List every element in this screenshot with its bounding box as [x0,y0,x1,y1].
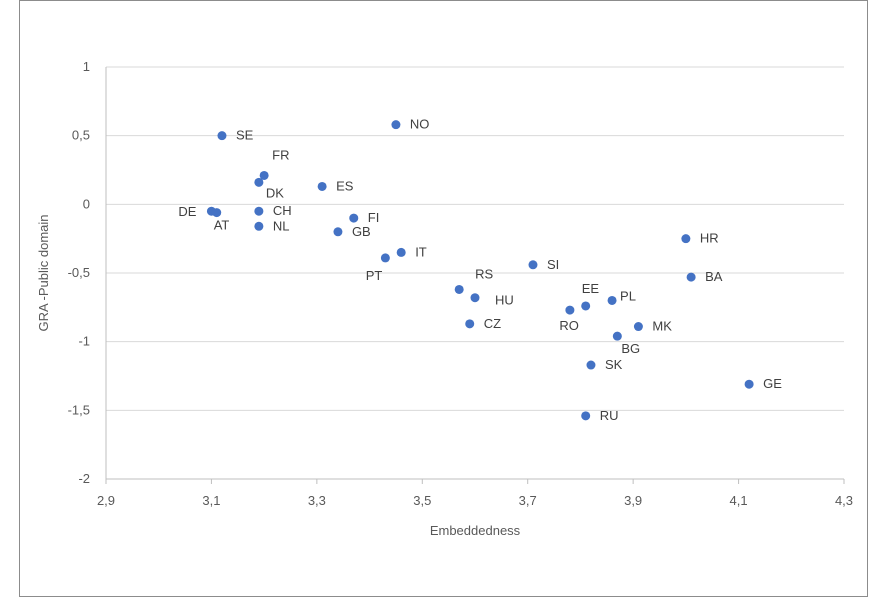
x-tick-label: 3,7 [519,493,537,508]
y-tick-label: -1,5 [68,402,90,417]
point-label-cz: CZ [484,316,501,331]
y-tick-label: 1 [83,59,90,74]
axes [105,67,845,484]
y-axis-title: GRA -Public domain [36,214,51,331]
x-axis-title: Embeddedness [430,523,521,538]
point-label-pl: PL [620,288,636,303]
data-point-ru [581,411,591,421]
data-point-cz [465,319,475,329]
data-point-ge [744,379,754,389]
data-point-fr [259,170,269,180]
data-point-hu [470,293,480,303]
data-point-ee [581,301,591,311]
point-label-hu: HU [495,293,514,308]
point-label-ch: CH [273,203,292,218]
data-point-se [217,131,227,141]
data-point-ro [565,305,575,315]
point-label-rs: RS [475,266,493,281]
x-tick-label: 4,3 [835,493,853,508]
data-point-sk [586,360,596,370]
point-label-es: ES [336,178,354,193]
point-label-pt: PT [366,268,383,283]
x-tick-label: 4,1 [730,493,748,508]
point-label-ru: RU [600,408,619,423]
data-point-ba [686,272,696,282]
data-point-it [396,247,406,257]
data-point-gb [333,227,343,237]
point-label-gb: GB [352,224,371,239]
point-label-at: AT [214,218,230,233]
point-label-ee: EE [582,281,600,296]
point-label-ro: RO [559,318,579,333]
chart-frame [19,0,868,597]
point-label-no: NO [410,117,430,132]
point-label-bg: BG [621,341,640,356]
x-tick-label: 3,5 [413,493,431,508]
point-label-it: IT [415,244,427,259]
data-point-pt [380,253,390,263]
data-point-hr [681,234,691,244]
x-tick-labels: 2,9 3,1 3,3 3,5 3,7 3,9 4,1 4,3 [97,493,853,508]
point-label-fr: FR [272,147,289,162]
data-point-at [212,208,222,218]
point-label-ba: BA [705,269,723,284]
point-label-se: SE [236,128,254,143]
point-label-ge: GE [763,376,782,391]
data-point-fi [349,213,359,223]
y-tick-label: 0,5 [72,128,90,143]
y-tick-label: -0,5 [68,265,90,280]
point-label-hr: HR [700,231,719,246]
data-point-si [528,260,538,270]
y-tick-label: -1 [78,334,90,349]
data-point-bg [612,331,622,341]
x-tick-label: 2,9 [97,493,115,508]
y-tick-label: -2 [78,471,90,486]
point-label-si: SI [547,257,559,272]
y-tick-labels: 1 0,5 0 -0,5 -1 -1,5 -2 [68,59,90,486]
data-point-es [317,181,327,191]
data-point-mk [633,322,643,332]
point-label-sk: SK [605,357,623,372]
point-label-de: DE [178,204,196,219]
x-tick-label: 3,1 [202,493,220,508]
data-points [206,120,754,421]
point-label-fi: FI [368,210,380,225]
data-point-nl [254,221,264,231]
y-tick-label: 0 [83,196,90,211]
point-label-dk: DK [266,185,284,200]
x-tick-label: 3,9 [624,493,642,508]
data-point-rs [454,284,464,294]
data-point-dk [254,177,264,187]
point-label-mk: MK [652,319,672,334]
data-point-no [391,120,401,130]
x-tick-label: 3,3 [308,493,326,508]
point-label-nl: NL [273,218,290,233]
data-point-ch [254,206,264,216]
data-point-pl [607,295,617,305]
